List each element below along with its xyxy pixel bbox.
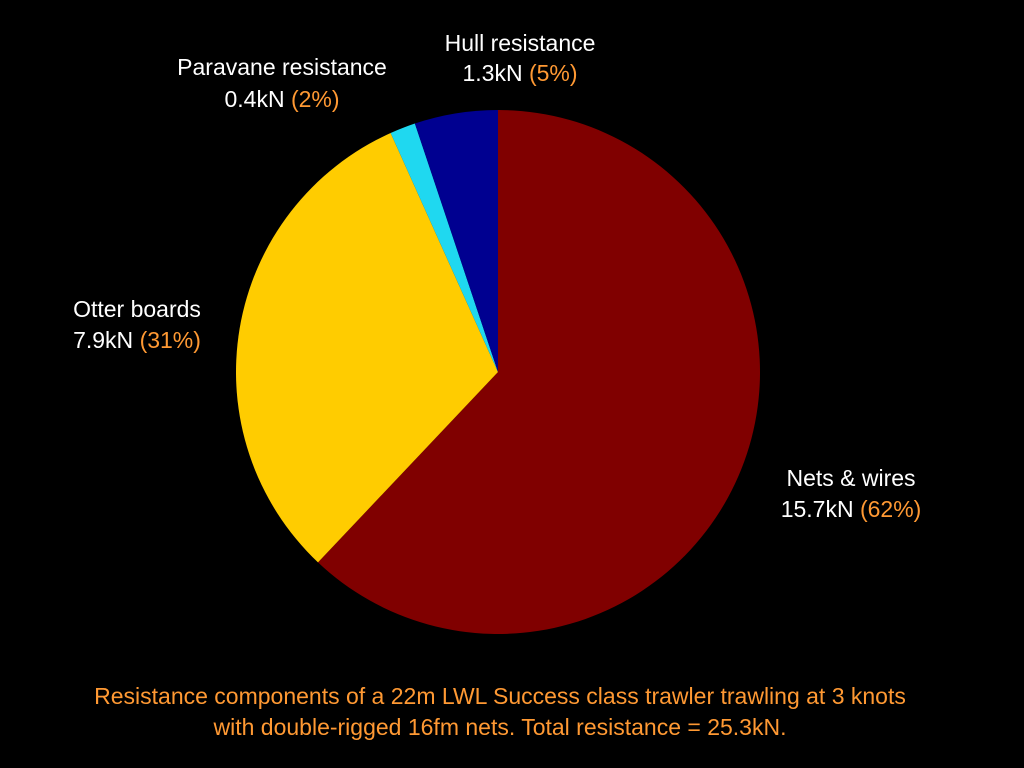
value-label: 15.7kN <box>781 496 854 522</box>
caption: Resistance components of a 22m LWL Succe… <box>94 683 906 709</box>
caption: with double-rigged 16fm nets. Total resi… <box>213 714 787 740</box>
slice-name: Hull resistance <box>445 30 596 56</box>
value-label: 7.9kN <box>73 327 133 353</box>
slice-label: 0.4kN (2%) <box>224 86 339 112</box>
percent-label: (62%) <box>860 496 921 522</box>
slice-label: 15.7kN (62%) <box>781 496 922 522</box>
slice-name: Nets & wires <box>786 465 915 491</box>
value-label: 1.3kN <box>462 60 522 86</box>
slice <box>236 133 498 563</box>
percent-label: (2%) <box>291 86 340 112</box>
slice <box>317 110 760 634</box>
percent-label: (5%) <box>529 60 578 86</box>
slice-label: 1.3kN (5%) <box>462 60 577 86</box>
slice <box>390 123 498 372</box>
slice-label: 7.9kN (31%) <box>73 327 201 353</box>
value-label: 0.4kN <box>224 86 284 112</box>
slice <box>414 110 498 372</box>
percent-label: (31%) <box>140 327 201 353</box>
slice-name: Paravane resistance <box>177 54 387 80</box>
slice-name: Otter boards <box>73 296 201 322</box>
pie <box>236 110 760 634</box>
